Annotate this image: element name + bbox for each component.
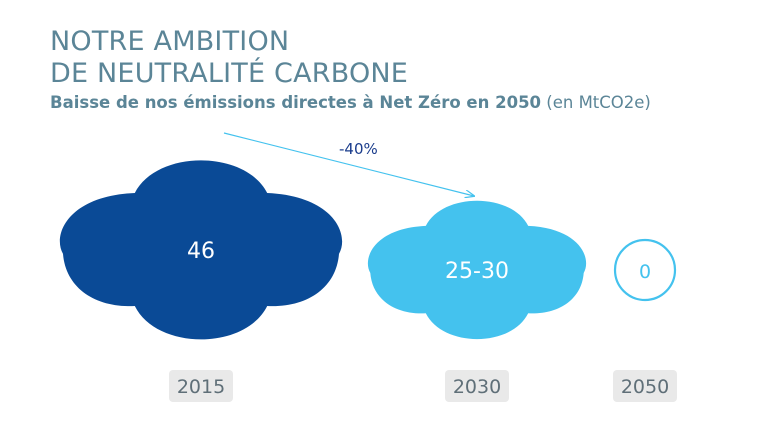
year-axis: 2015 2030 2050 — [169, 370, 677, 402]
year-label-2030: 2030 — [453, 376, 501, 398]
bubbles-layer: 46 25-30 0 — [59, 160, 677, 340]
bubble-2030 — [367, 200, 587, 340]
value-label-2050: 0 — [639, 261, 651, 283]
change-arrow — [223, 132, 474, 196]
year-label-2050: 2050 — [621, 376, 669, 398]
title-line-1: NOTRE AMBITION — [50, 26, 290, 57]
subtitle-main: Baisse de nos émissions directes à Net Z… — [50, 93, 542, 112]
year-badge-2030 — [445, 370, 509, 402]
value-label-2015: 46 — [187, 239, 215, 264]
chart-subtitle: Baisse de nos émissions directes à Net Z… — [50, 93, 651, 113]
bubble-2015 — [59, 160, 343, 340]
year-badge-2050 — [613, 370, 677, 402]
change-label: -40% — [339, 140, 378, 158]
change-annotation: -40% — [223, 132, 474, 196]
subtitle-unit: (en MtCO2e) — [546, 93, 651, 112]
year-badge-2015 — [169, 370, 233, 402]
bubble-2050 — [613, 238, 677, 302]
year-label-2015: 2015 — [177, 376, 225, 398]
value-label-2030: 25-30 — [445, 259, 509, 284]
chart-title: NOTRE AMBITION DE NEUTRALITÉ CARBONE — [50, 26, 408, 90]
title-line-2: DE NEUTRALITÉ CARBONE — [50, 58, 409, 89]
